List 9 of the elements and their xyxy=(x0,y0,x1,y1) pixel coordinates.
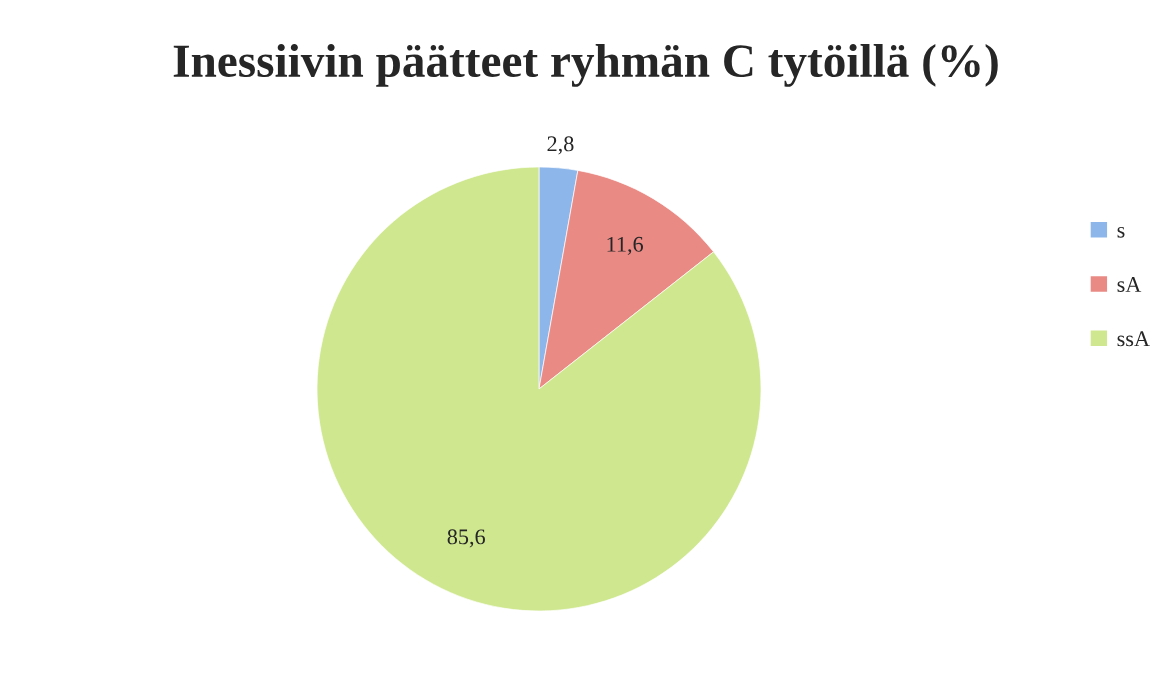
pie-slice xyxy=(316,166,762,612)
legend-label: ssA xyxy=(1117,331,1150,347)
data-label: 11,6 xyxy=(607,236,644,255)
chart-title: Inessiivin päätteet ryhmän C tytöillä (%) xyxy=(173,43,998,87)
data-label: 85,6 xyxy=(447,529,485,548)
legend-label: sA xyxy=(1117,277,1142,292)
pie-slice xyxy=(538,170,714,390)
data-label: 2,8 xyxy=(547,136,574,155)
legend-label: s xyxy=(1117,226,1125,238)
